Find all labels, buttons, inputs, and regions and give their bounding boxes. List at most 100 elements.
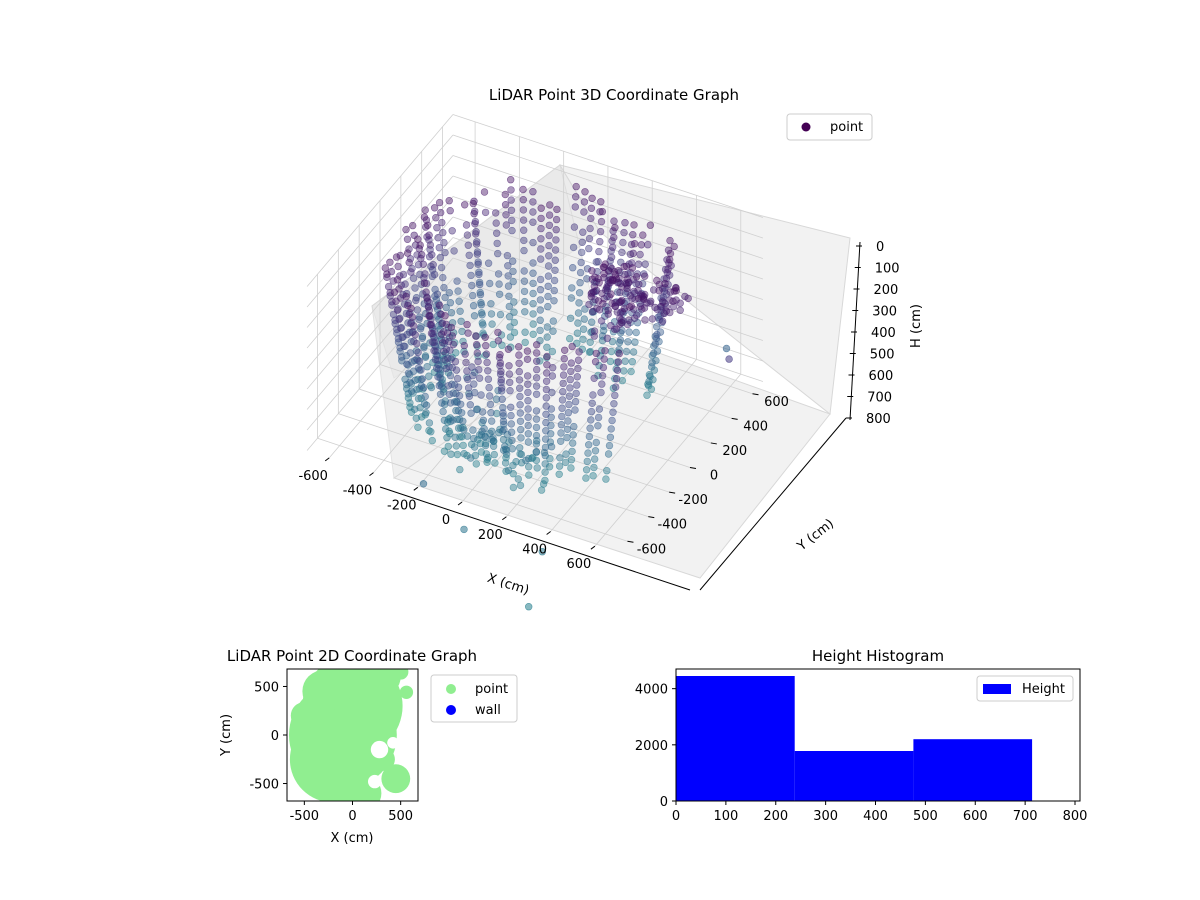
point-3d xyxy=(451,357,460,366)
point-3d xyxy=(552,226,560,234)
z-tick-label-3d: 400 xyxy=(871,326,896,341)
point-3d xyxy=(600,270,608,278)
point-3d xyxy=(475,374,484,382)
point-3d-outlier xyxy=(538,547,546,556)
point-3d xyxy=(532,456,541,465)
y-tick-label-hist: 0 xyxy=(660,795,668,810)
point-3d xyxy=(514,343,523,351)
point-3d xyxy=(566,375,574,384)
point-3d xyxy=(542,385,551,394)
point-3d xyxy=(410,322,418,330)
point-3d xyxy=(456,465,464,474)
point-3d xyxy=(472,460,480,468)
y-tick-3d xyxy=(752,393,759,396)
point-3d xyxy=(489,442,498,450)
point-3d xyxy=(575,289,584,297)
point-3d xyxy=(510,308,518,316)
point-3d xyxy=(472,230,480,238)
histogram-bars xyxy=(676,676,1033,801)
point-3d xyxy=(510,318,518,327)
point-3d xyxy=(402,352,411,360)
point-3d xyxy=(529,330,537,338)
point-3d xyxy=(587,214,595,223)
point-3d xyxy=(515,444,524,452)
point-3d xyxy=(425,372,433,380)
point-3d xyxy=(508,436,516,445)
point-3d xyxy=(495,280,503,288)
point-3d xyxy=(616,288,624,297)
point-3d xyxy=(474,258,482,266)
point-3d xyxy=(640,293,648,301)
point-3d-outlier xyxy=(460,525,468,534)
point-3d xyxy=(652,323,661,331)
point-3d xyxy=(620,307,629,315)
point-3d xyxy=(496,351,504,359)
point-3d xyxy=(448,332,456,340)
point-3d xyxy=(387,267,396,276)
point-3d xyxy=(482,450,491,458)
point-3d xyxy=(383,270,391,278)
point-3d xyxy=(501,201,510,209)
point-3d xyxy=(547,443,556,451)
point-3d xyxy=(607,425,615,433)
point-3d xyxy=(542,418,550,427)
point-3d xyxy=(610,318,619,326)
point-3d xyxy=(545,231,553,240)
grid-line-back-h xyxy=(452,278,764,382)
point-3d xyxy=(472,240,481,248)
point-3d xyxy=(532,374,541,382)
point-3d xyxy=(631,338,639,346)
point-3d xyxy=(559,379,567,388)
point-3d xyxy=(533,464,541,472)
point-3d xyxy=(464,241,472,249)
point-3d xyxy=(616,336,625,344)
grid-3d xyxy=(306,114,764,547)
point-3d xyxy=(621,219,629,227)
x-tick-label-hist: 0 xyxy=(672,809,680,824)
grid-line-floor-x xyxy=(550,359,697,532)
point-3d xyxy=(596,237,604,246)
point-3d xyxy=(610,233,618,242)
point-3d xyxy=(492,395,501,403)
point-3d xyxy=(529,289,537,298)
point-3d xyxy=(398,357,406,365)
y-tick-label-3d: -200 xyxy=(678,493,708,508)
point-3d xyxy=(459,337,467,346)
point-3d xyxy=(499,409,507,417)
histogram-title: Height Histogram xyxy=(812,647,944,665)
point-3d xyxy=(557,429,565,437)
point-3d xyxy=(414,423,422,431)
point-2d-region xyxy=(293,748,325,780)
point-3d xyxy=(536,286,545,294)
point-3d xyxy=(529,279,537,288)
point-3d xyxy=(440,416,449,424)
x-axis-line xyxy=(379,486,691,591)
point-3d xyxy=(389,277,397,285)
point-3d xyxy=(452,366,461,374)
point-3d xyxy=(473,250,481,258)
point-3d xyxy=(439,339,447,347)
point-3d xyxy=(524,438,533,446)
point-3d xyxy=(629,348,638,356)
point-3d xyxy=(548,347,557,356)
point-3d xyxy=(463,367,471,375)
point-3d xyxy=(411,405,419,413)
point-3d xyxy=(536,326,544,335)
point-3d xyxy=(393,306,402,314)
point-3d xyxy=(447,323,455,332)
legend-2d-marker-point xyxy=(446,684,456,694)
point-3d xyxy=(532,431,541,440)
point-3d xyxy=(405,258,413,267)
point-3d xyxy=(402,225,410,234)
y-tick-label-3d: 200 xyxy=(722,444,747,459)
point-3d xyxy=(482,342,490,350)
point-3d xyxy=(480,188,489,196)
point-3d xyxy=(503,251,512,260)
point-3d xyxy=(444,382,453,390)
point-3d xyxy=(505,370,514,378)
point-3d xyxy=(439,407,447,416)
point-3d xyxy=(594,297,603,305)
point-3d xyxy=(568,264,577,272)
point-3d xyxy=(473,238,481,246)
